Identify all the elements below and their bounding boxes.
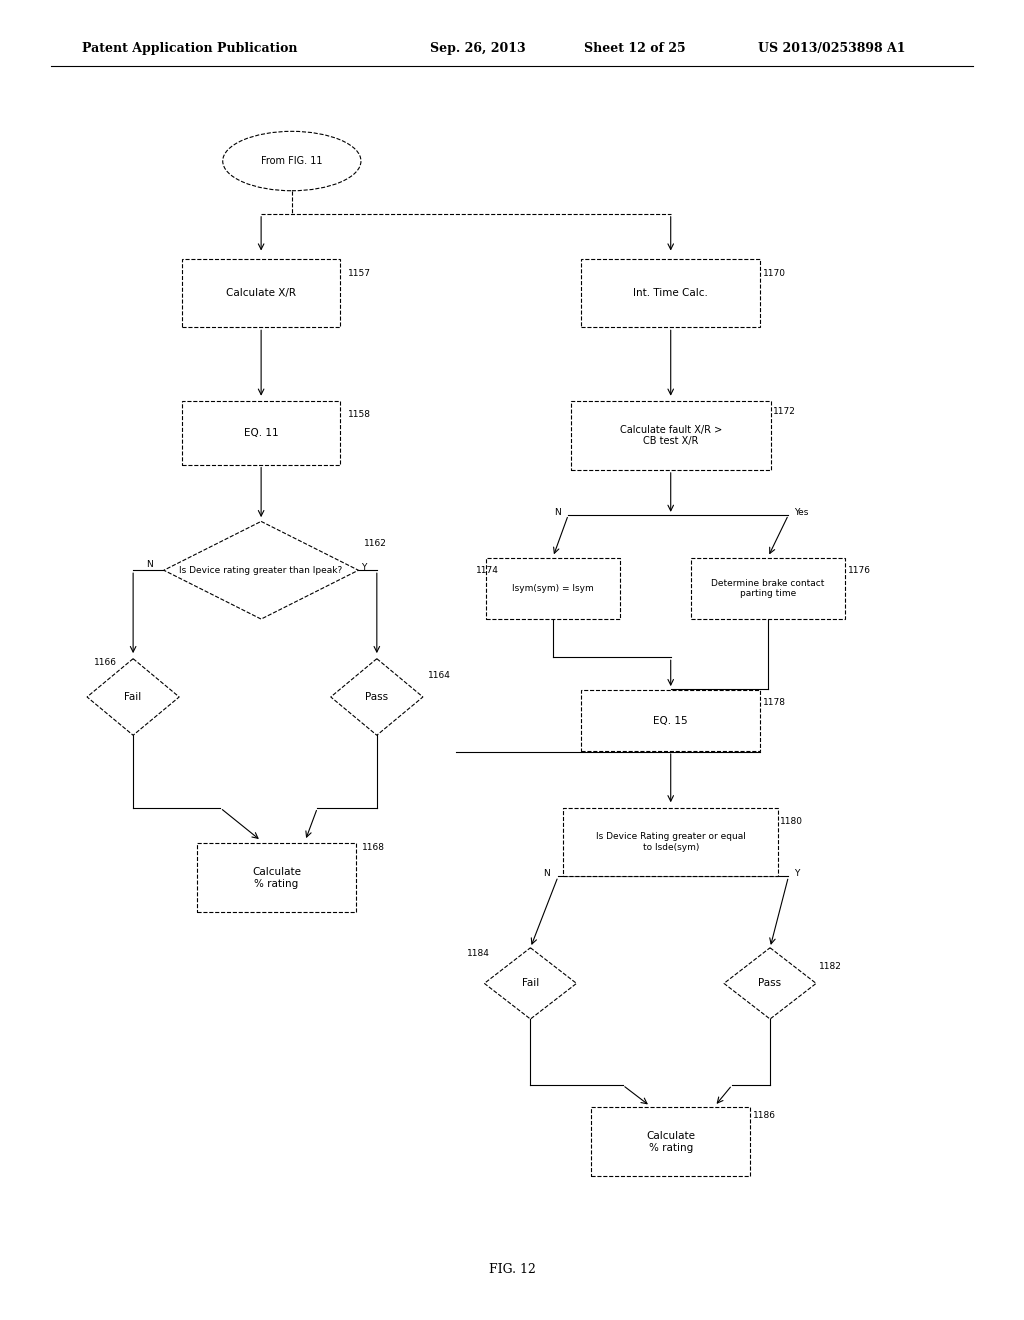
Text: Int. Time Calc.: Int. Time Calc. (633, 288, 709, 298)
FancyBboxPatch shape (182, 401, 340, 465)
Text: EQ. 11: EQ. 11 (244, 428, 279, 438)
Polygon shape (724, 948, 816, 1019)
Text: Calculate fault X/R >
CB test X/R: Calculate fault X/R > CB test X/R (620, 425, 722, 446)
FancyBboxPatch shape (582, 259, 760, 327)
Text: Calculate
% rating: Calculate % rating (646, 1131, 695, 1152)
FancyBboxPatch shape (582, 690, 760, 751)
FancyBboxPatch shape (563, 808, 778, 876)
FancyBboxPatch shape (197, 843, 356, 912)
Text: Patent Application Publication: Patent Application Publication (82, 42, 297, 55)
Text: 1158: 1158 (348, 411, 371, 418)
Text: Fail: Fail (522, 978, 539, 989)
Text: Calculate X/R: Calculate X/R (226, 288, 296, 298)
Text: Isym(sym) = Isym: Isym(sym) = Isym (512, 585, 594, 593)
Text: 1176: 1176 (848, 566, 870, 574)
Text: 1178: 1178 (763, 698, 785, 706)
Text: 1182: 1182 (819, 962, 842, 970)
Text: Yes: Yes (794, 508, 808, 516)
Ellipse shape (222, 131, 360, 190)
Text: 1180: 1180 (780, 817, 803, 825)
FancyBboxPatch shape (571, 401, 770, 470)
Text: 1172: 1172 (773, 408, 796, 416)
Text: N: N (554, 508, 561, 516)
Text: Y: Y (794, 870, 799, 878)
FancyBboxPatch shape (592, 1107, 750, 1176)
Text: Pass: Pass (759, 978, 781, 989)
FancyBboxPatch shape (691, 558, 845, 619)
Text: Is Device Rating greater or equal
to Isde(sym): Is Device Rating greater or equal to Isd… (596, 833, 745, 851)
Text: US 2013/0253898 A1: US 2013/0253898 A1 (758, 42, 905, 55)
Text: Y: Y (361, 564, 367, 572)
Text: Determine brake contact
parting time: Determine brake contact parting time (712, 579, 824, 598)
Text: Is Device rating greater than Ipeak?: Is Device rating greater than Ipeak? (179, 566, 343, 574)
Text: Fail: Fail (125, 692, 141, 702)
Text: Sheet 12 of 25: Sheet 12 of 25 (584, 42, 685, 55)
Text: 1162: 1162 (364, 540, 386, 548)
Polygon shape (164, 521, 358, 619)
Text: Calculate
% rating: Calculate % rating (252, 867, 301, 888)
Text: 1157: 1157 (348, 269, 371, 277)
Text: 1166: 1166 (94, 659, 117, 667)
Text: 1184: 1184 (467, 949, 489, 957)
FancyBboxPatch shape (182, 259, 340, 327)
Text: 1170: 1170 (763, 269, 785, 277)
Text: EQ. 15: EQ. 15 (653, 715, 688, 726)
Text: 1186: 1186 (753, 1111, 775, 1119)
Polygon shape (87, 659, 179, 735)
Text: Pass: Pass (366, 692, 388, 702)
FancyBboxPatch shape (486, 558, 620, 619)
Text: N: N (543, 870, 550, 878)
Text: 1174: 1174 (476, 566, 499, 574)
Text: 1168: 1168 (361, 843, 384, 851)
Polygon shape (331, 659, 423, 735)
Text: FIG. 12: FIG. 12 (488, 1263, 536, 1276)
Text: N: N (146, 561, 154, 569)
Text: From FIG. 11: From FIG. 11 (261, 156, 323, 166)
Polygon shape (484, 948, 577, 1019)
Text: Sep. 26, 2013: Sep. 26, 2013 (430, 42, 525, 55)
Text: 1164: 1164 (428, 672, 451, 680)
